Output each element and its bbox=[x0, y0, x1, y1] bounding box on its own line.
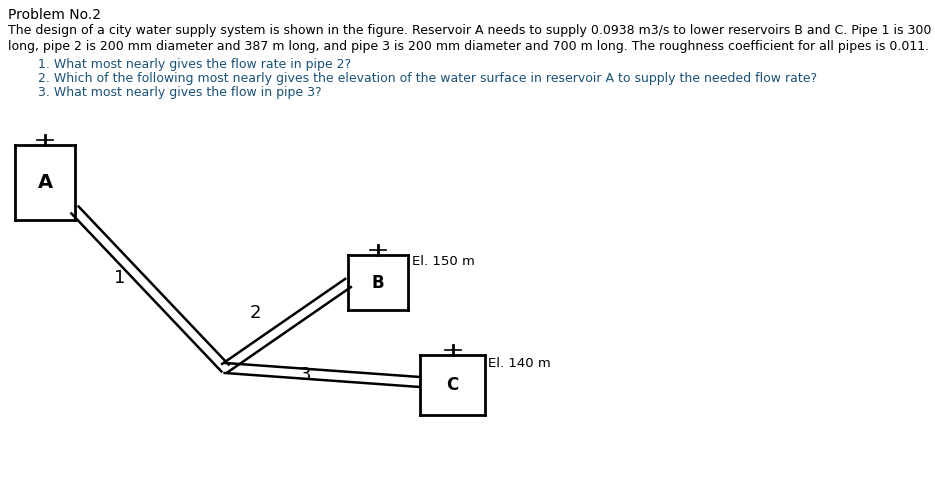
Text: 2: 2 bbox=[250, 304, 261, 322]
Text: 2. Which of the following most nearly gives the elevation of the water surface i: 2. Which of the following most nearly gi… bbox=[38, 72, 817, 85]
Text: Problem No.2: Problem No.2 bbox=[8, 8, 101, 22]
Text: long, pipe 2 is 200 mm diameter and 387 m long, and pipe 3 is 200 mm diameter an: long, pipe 2 is 200 mm diameter and 387 … bbox=[8, 40, 929, 53]
Text: The design of a city water supply system is shown in the figure. Reservoir A nee: The design of a city water supply system… bbox=[8, 24, 935, 37]
Text: El. 150 m: El. 150 m bbox=[412, 255, 475, 268]
Text: 1. What most nearly gives the flow rate in pipe 2?: 1. What most nearly gives the flow rate … bbox=[38, 58, 352, 71]
Text: El. 140 m: El. 140 m bbox=[488, 357, 551, 370]
Text: 3: 3 bbox=[299, 366, 310, 384]
Text: 3. What most nearly gives the flow in pipe 3?: 3. What most nearly gives the flow in pi… bbox=[38, 86, 322, 99]
Text: B: B bbox=[372, 273, 384, 292]
Text: C: C bbox=[446, 376, 459, 394]
Text: A: A bbox=[37, 173, 52, 192]
Text: 1: 1 bbox=[114, 269, 125, 287]
